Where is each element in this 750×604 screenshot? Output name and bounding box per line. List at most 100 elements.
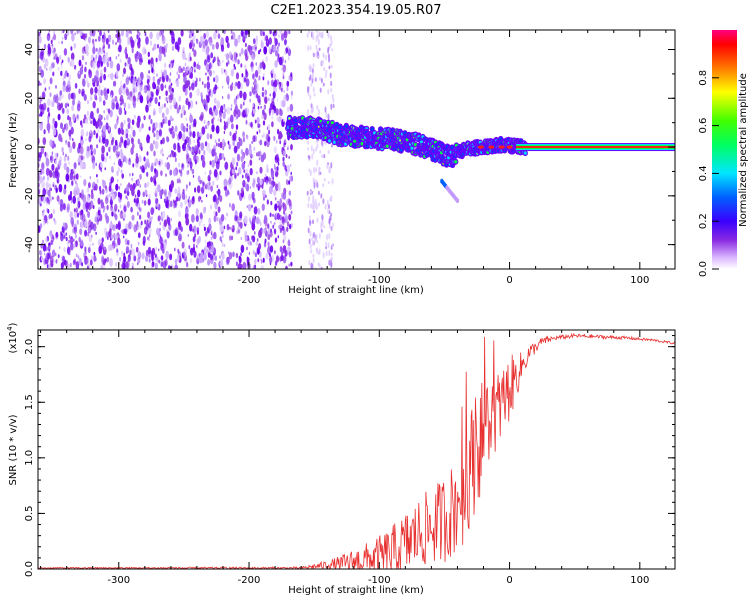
sparse-noise-speckle [313, 63, 315, 68]
noise-speckle [253, 183, 255, 189]
noise-speckle [190, 161, 193, 168]
noise-speckle [290, 172, 292, 175]
noise-speckle [234, 215, 237, 221]
noise-speckle [173, 199, 175, 203]
noise-speckle [189, 115, 193, 123]
noise-speckle [250, 122, 253, 128]
noise-speckle [179, 148, 181, 152]
noise-speckle [75, 234, 77, 239]
noise-speckle [207, 259, 210, 266]
sparse-noise-speckle [309, 64, 311, 70]
noise-speckle [186, 184, 188, 189]
noise-speckle [209, 170, 212, 176]
noise-speckle [190, 131, 192, 137]
noise-speckle [175, 229, 178, 236]
noise-speckle [277, 116, 279, 121]
noise-speckle [108, 231, 111, 237]
noise-speckle [114, 81, 117, 87]
noise-speckle [171, 32, 175, 40]
noise-speckle [99, 186, 101, 191]
noise-speckle [270, 103, 273, 110]
noise-speckle [151, 68, 153, 74]
noise-speckle [249, 122, 251, 126]
noise-speckle [275, 156, 277, 160]
noise-speckle [248, 164, 250, 168]
noise-speckle [76, 187, 80, 195]
noise-speckle [85, 62, 86, 65]
noise-speckle [134, 198, 136, 203]
noise-speckle [41, 104, 44, 110]
noise-speckle [276, 108, 279, 115]
noise-speckle [234, 146, 238, 154]
sparse-noise-speckle [330, 197, 332, 201]
sparse-noise-speckle [325, 73, 327, 78]
noise-speckle [289, 176, 291, 182]
noise-speckle [96, 144, 98, 148]
noise-speckle [132, 143, 135, 149]
noise-speckle [286, 87, 288, 92]
noise-speckle [124, 110, 126, 115]
noise-speckle [243, 137, 245, 142]
noise-speckle [124, 83, 126, 88]
sparse-noise-speckle [321, 229, 323, 232]
sparse-noise-speckle [307, 86, 309, 93]
noise-speckle [265, 35, 268, 42]
noise-speckle [289, 224, 291, 229]
noise-speckle [78, 89, 80, 94]
noise-speckle [257, 177, 260, 184]
noise-speckle [224, 244, 225, 247]
noise-speckle [281, 252, 283, 255]
noise-speckle [183, 66, 185, 71]
noise-speckle [124, 102, 127, 108]
noise-speckle [159, 30, 162, 36]
noise-speckle [121, 169, 123, 173]
noise-speckle [247, 205, 248, 208]
noise-speckle [143, 241, 145, 246]
noise-speckle [109, 182, 111, 187]
noise-speckle [126, 31, 129, 38]
noise-speckle [62, 94, 64, 98]
noise-speckle [94, 75, 97, 82]
noise-speckle [80, 146, 84, 154]
noise-speckle [190, 33, 192, 38]
noise-speckle [120, 136, 123, 143]
noise-speckle [253, 147, 255, 151]
noise-speckle [149, 194, 151, 199]
noise-speckle [108, 127, 110, 131]
noise-speckle [59, 55, 61, 60]
noise-speckle [106, 122, 109, 129]
noise-speckle [197, 227, 199, 232]
noise-speckle [159, 96, 161, 100]
noise-speckle [240, 63, 242, 67]
noise-speckle [220, 118, 222, 122]
noise-speckle [61, 41, 63, 44]
noise-speckle [74, 186, 76, 190]
noise-speckle [274, 222, 275, 225]
noise-speckle [165, 173, 166, 176]
noise-speckle [147, 181, 150, 187]
noise-speckle [244, 64, 246, 69]
sparse-noise-speckle [309, 238, 311, 244]
noise-speckle [138, 232, 141, 238]
noise-speckle [228, 141, 230, 145]
sparse-noise-speckle [333, 104, 335, 108]
noise-speckle [280, 228, 282, 233]
noise-speckle [154, 158, 158, 166]
sparse-noise-speckle [330, 81, 332, 86]
noise-speckle [131, 126, 133, 131]
x-tick-label: 0 [506, 575, 512, 586]
noise-speckle [274, 164, 275, 167]
noise-speckle [268, 124, 270, 130]
noise-speckle [211, 160, 215, 168]
noise-speckle [71, 93, 74, 100]
noise-speckle [216, 125, 220, 134]
noise-speckle [127, 201, 130, 208]
noise-speckle [218, 138, 220, 142]
noise-speckle [204, 227, 206, 231]
noise-speckle [202, 160, 205, 168]
noise-speckle [88, 182, 91, 188]
noise-speckle [205, 240, 207, 244]
noise-speckle [191, 83, 195, 91]
noise-speckle [111, 166, 114, 173]
sparse-noise-speckle [327, 89, 329, 95]
